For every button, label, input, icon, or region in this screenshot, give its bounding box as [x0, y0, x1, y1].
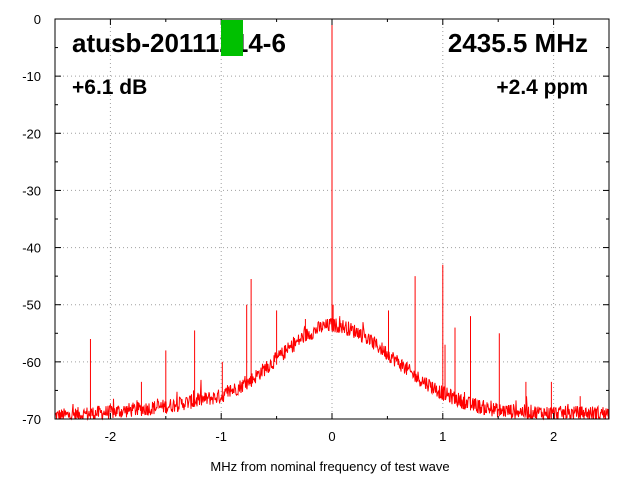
- spectrum-trace: [54, 317, 609, 421]
- offset-readout: +2.4 ppm: [496, 76, 588, 99]
- y-tick-label: -20: [22, 126, 41, 141]
- x-axis-label: MHz from nominal frequency of test wave: [210, 459, 449, 474]
- y-tick-label: -10: [22, 69, 41, 84]
- spur-lines: [89, 19, 581, 420]
- axis-ticks: 0-10-20-30-40-50-60-70-2 -1 0 1 2: [22, 12, 610, 444]
- marker-block: [221, 20, 243, 56]
- y-tick-label: -60: [22, 355, 41, 370]
- x-tick-label: -2: [105, 429, 117, 444]
- level-readout: +6.1 dB: [72, 76, 148, 99]
- frequency-readout: 2435.5 MHz: [447, 28, 588, 58]
- noise-trace: [54, 317, 609, 421]
- y-tick-label: -40: [22, 241, 41, 256]
- y-tick-label: -70: [22, 412, 41, 427]
- x-tick-label: 1: [439, 429, 446, 444]
- y-tick-label: 0: [34, 12, 41, 27]
- x-tick-label: 2: [550, 429, 557, 444]
- y-tick-label: -30: [22, 183, 41, 198]
- x-tick-label: -1: [215, 429, 227, 444]
- y-tick-label: -50: [22, 298, 41, 313]
- x-tick-label: 0: [328, 429, 335, 444]
- device-label: atusb-20111214-6: [72, 28, 286, 58]
